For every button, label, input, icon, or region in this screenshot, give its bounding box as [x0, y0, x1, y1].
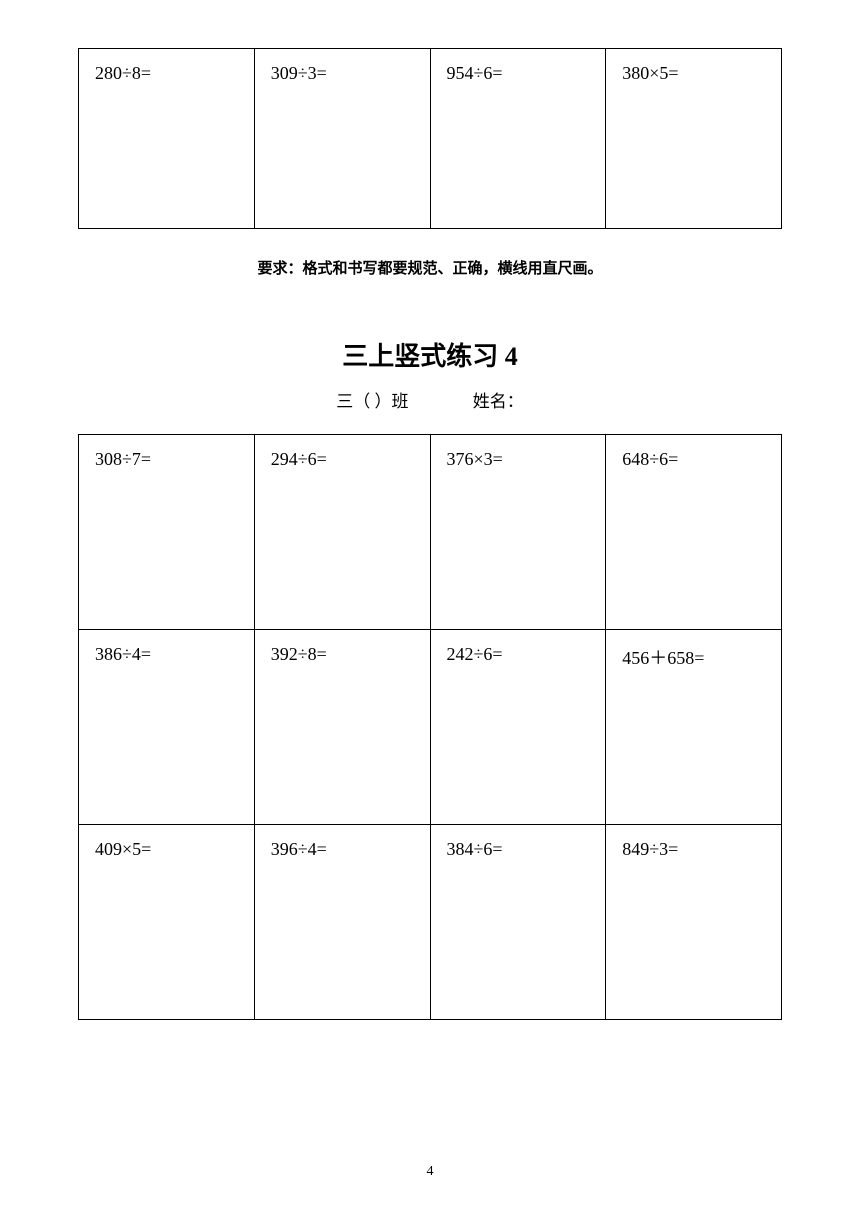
class-label: 三（ ）班	[336, 387, 408, 412]
practice-cell: 242÷6=	[430, 630, 606, 825]
page-number: 4	[0, 1164, 860, 1180]
practice-cell: 376×3=	[430, 435, 606, 630]
table-row: 280÷8= 309÷3= 954÷6= 380×5=	[79, 49, 782, 229]
table-row: 308÷7= 294÷6= 376×3= 648÷6=	[79, 435, 782, 630]
practice-cell: 309÷3=	[254, 49, 430, 229]
practice-cell: 380×5=	[606, 49, 782, 229]
practice-cell: 308÷7=	[79, 435, 255, 630]
table-row: 409×5= 396÷4= 384÷6= 849÷3=	[79, 825, 782, 1020]
practice-cell: 849÷3=	[606, 825, 782, 1020]
practice-cell: 294÷6=	[254, 435, 430, 630]
top-practice-table: 280÷8= 309÷3= 954÷6= 380×5=	[78, 48, 782, 229]
class-name-line: 三（ ）班 姓名：	[78, 387, 782, 412]
practice-cell: 409×5=	[79, 825, 255, 1020]
instruction-text: 要求：格式和书写都要规范、正确，横线用直尺画。	[78, 257, 782, 278]
practice-cell: 456＋658=	[606, 630, 782, 825]
section-title: 三上竖式练习 4	[78, 336, 782, 373]
name-label: 姓名：	[473, 392, 524, 411]
practice-cell: 954÷6=	[430, 49, 606, 229]
practice-cell: 396÷4=	[254, 825, 430, 1020]
practice-cell: 280÷8=	[79, 49, 255, 229]
main-practice-table: 308÷7= 294÷6= 376×3= 648÷6= 386÷4= 392÷8…	[78, 434, 782, 1020]
practice-cell: 648÷6=	[606, 435, 782, 630]
practice-cell: 384÷6=	[430, 825, 606, 1020]
practice-cell: 386÷4=	[79, 630, 255, 825]
practice-cell: 392÷8=	[254, 630, 430, 825]
table-row: 386÷4= 392÷8= 242÷6= 456＋658=	[79, 630, 782, 825]
